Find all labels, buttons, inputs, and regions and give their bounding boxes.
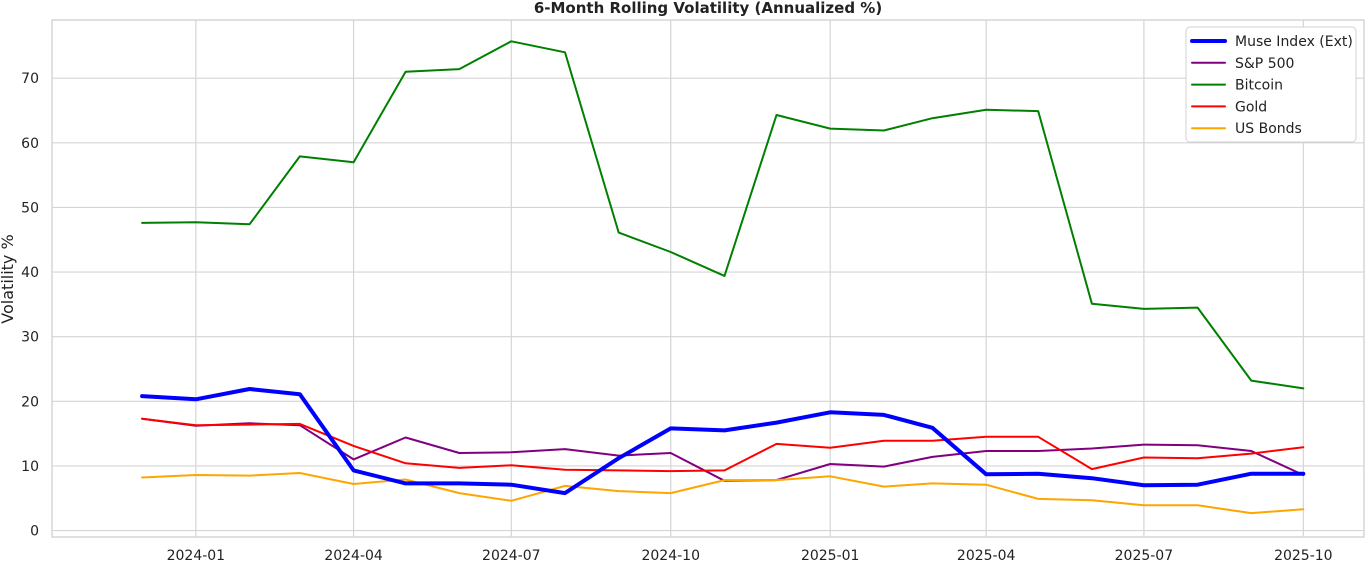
y-tick-label: 0	[30, 524, 39, 540]
y-tick-label: 30	[21, 330, 39, 346]
legend-label: Bitcoin	[1235, 78, 1283, 94]
series-line-4	[141, 472, 1305, 515]
x-tick-label: 2024-04	[324, 548, 383, 561]
y-tick-label: 40	[21, 265, 39, 281]
x-tick-label: 2025-04	[957, 548, 1016, 561]
y-tick-label: 60	[21, 136, 39, 152]
legend-label: Muse Index (Ext)	[1235, 34, 1353, 50]
y-tick-label: 70	[21, 71, 39, 87]
legend-label: S&P 500	[1235, 56, 1294, 72]
chart-title: 6-Month Rolling Volatility (Annualized %…	[534, 0, 882, 17]
y-tick-label: 10	[21, 459, 39, 475]
legend-label: Gold	[1235, 99, 1267, 115]
x-tick-label: 2024-01	[167, 548, 226, 561]
x-tick-label: 2025-07	[1115, 548, 1174, 561]
x-tick-label: 2025-01	[801, 548, 860, 561]
y-tick-label: 50	[21, 200, 39, 216]
x-tick-label: 2024-10	[641, 548, 700, 561]
y-axis-label: Volatility %	[0, 234, 17, 323]
legend-label: US Bonds	[1235, 121, 1302, 137]
plot-area	[51, 19, 1365, 538]
series-line-2	[141, 40, 1305, 390]
legend-box	[1185, 26, 1357, 143]
axis-ticks: 0 10 20 30 40 50 60 70 2024-01 2024-04 2024-07 2024…	[21, 71, 1332, 561]
legend: Muse Index (Ext) S&P 500 Bitcoin Gold US Bon…	[1185, 26, 1357, 143]
y-tick-label: 20	[21, 394, 39, 410]
x-tick-label: 2025-10	[1274, 548, 1333, 561]
x-tick-label: 2024-07	[482, 548, 541, 561]
series-line-0	[140, 387, 1306, 496]
series-line-3	[141, 417, 1305, 473]
series-lines	[140, 40, 1306, 515]
